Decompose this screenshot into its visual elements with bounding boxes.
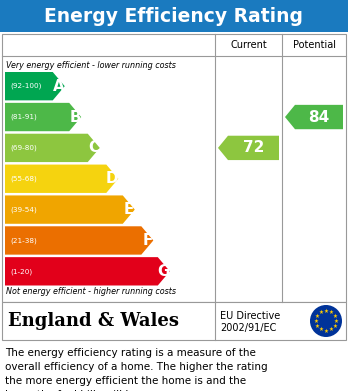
Polygon shape — [5, 103, 81, 131]
Text: (1-20): (1-20) — [10, 268, 32, 274]
Text: ★: ★ — [315, 323, 320, 328]
Polygon shape — [5, 165, 118, 193]
Text: C: C — [88, 140, 99, 155]
Text: Energy Efficiency Rating: Energy Efficiency Rating — [45, 7, 303, 25]
Text: ★: ★ — [324, 308, 329, 314]
Text: 2002/91/EC: 2002/91/EC — [220, 323, 276, 333]
Text: E: E — [124, 202, 134, 217]
Circle shape — [310, 305, 342, 337]
Text: Very energy efficient - lower running costs: Very energy efficient - lower running co… — [6, 61, 176, 70]
Text: England & Wales: England & Wales — [8, 312, 179, 330]
Bar — [0, 0, 348, 32]
Text: (39-54): (39-54) — [10, 206, 37, 213]
Text: Potential: Potential — [293, 40, 335, 50]
Polygon shape — [5, 257, 170, 285]
Text: ★: ★ — [318, 327, 323, 332]
Text: A: A — [53, 79, 65, 94]
Text: ★: ★ — [332, 323, 337, 328]
Text: (21-38): (21-38) — [10, 237, 37, 244]
Text: 72: 72 — [243, 140, 264, 155]
Polygon shape — [5, 134, 100, 162]
Text: B: B — [69, 109, 81, 125]
Text: ★: ★ — [324, 328, 329, 334]
Polygon shape — [285, 105, 343, 129]
Polygon shape — [5, 196, 135, 224]
Bar — [2, 34, 346, 302]
Text: ★: ★ — [329, 327, 333, 332]
Text: ★: ★ — [318, 310, 323, 315]
Text: (81-91): (81-91) — [10, 114, 37, 120]
Text: Not energy efficient - higher running costs: Not energy efficient - higher running co… — [6, 287, 176, 296]
Polygon shape — [218, 136, 279, 160]
Text: (55-68): (55-68) — [10, 176, 37, 182]
Text: (92-100): (92-100) — [10, 83, 41, 90]
Text: ★: ★ — [329, 310, 333, 315]
Bar — [2, 302, 346, 340]
Text: 84: 84 — [308, 109, 330, 125]
Text: F: F — [142, 233, 152, 248]
Text: EU Directive: EU Directive — [220, 311, 280, 321]
Text: ★: ★ — [315, 314, 320, 319]
Text: D: D — [106, 171, 119, 186]
Text: Current: Current — [230, 40, 267, 50]
Text: ★: ★ — [314, 319, 318, 323]
Text: ★: ★ — [332, 314, 337, 319]
Text: (69-80): (69-80) — [10, 145, 37, 151]
Text: The energy efficiency rating is a measure of the
overall efficiency of a home. T: The energy efficiency rating is a measur… — [5, 348, 268, 391]
Polygon shape — [5, 72, 65, 100]
Text: G: G — [158, 264, 170, 279]
Polygon shape — [5, 226, 153, 255]
Text: ★: ★ — [334, 319, 339, 323]
